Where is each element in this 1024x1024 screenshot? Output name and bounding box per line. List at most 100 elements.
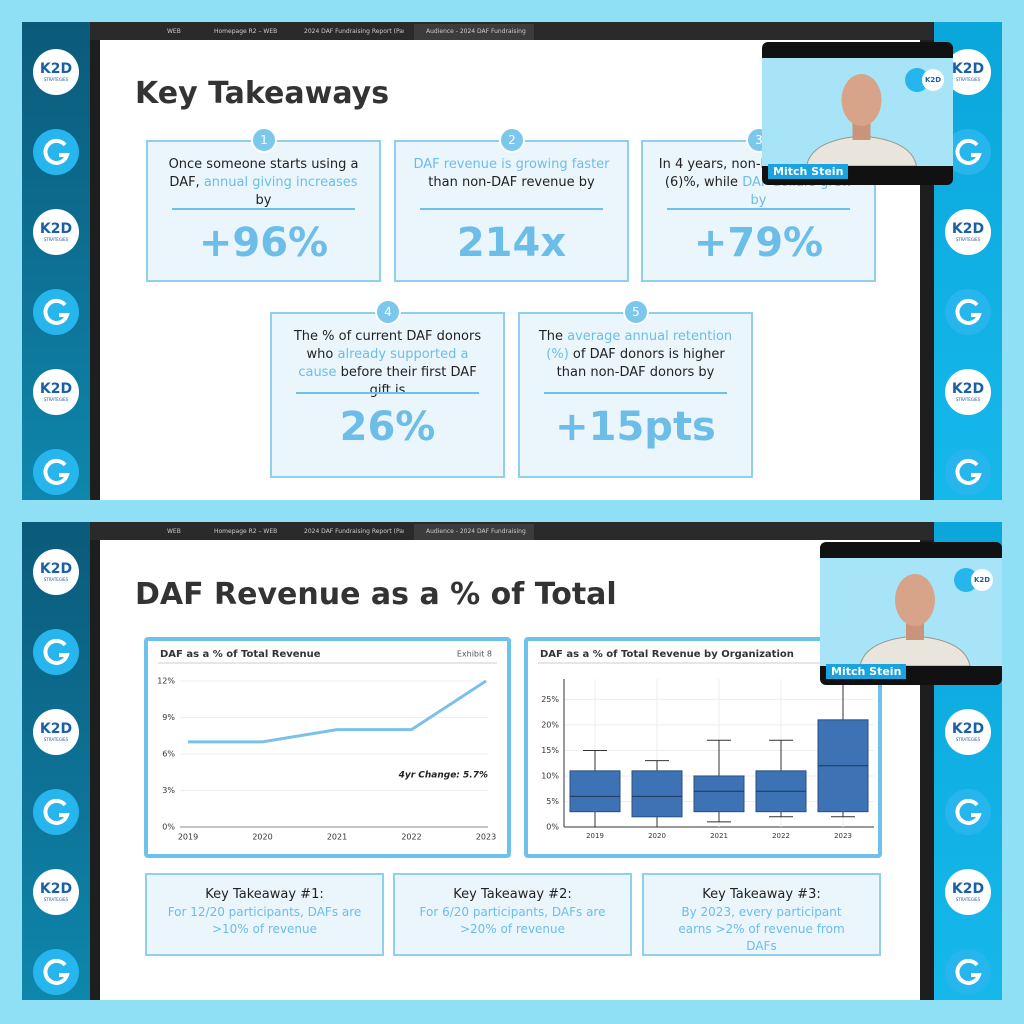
- chart-frame: [144, 637, 511, 858]
- logo-circle: [33, 369, 79, 415]
- x-tick-label: 2019: [586, 832, 604, 840]
- video-logo: [905, 68, 929, 92]
- card-divider: [420, 208, 603, 210]
- box: [631, 770, 683, 818]
- browser-tab[interactable]: 2024 DAF Fundraising Report (Partia: [304, 528, 404, 535]
- icon-arc: [955, 958, 982, 985]
- browser-tab[interactable]: 2024 DAF Fundraising Report (Partia: [304, 28, 404, 35]
- logo: [945, 129, 991, 175]
- icon-circle: [33, 289, 79, 335]
- x-tick-label: 2023: [476, 833, 496, 842]
- logo: [33, 629, 79, 675]
- y-tick-label: 25%: [541, 695, 559, 704]
- icon-arc: [955, 138, 982, 165]
- card-value: 214x: [456, 220, 567, 266]
- browser-tab[interactable]: WEB: [167, 528, 181, 535]
- x-tick-label: 2021: [327, 833, 347, 842]
- logo-text: K2D: [40, 721, 72, 737]
- video-logo-text: K2D: [925, 76, 941, 84]
- chart: DAF as a % of Total Revenue Exhibit 8 0% 3%…: [157, 649, 497, 842]
- browser-tab[interactable]: Homepage R2 – WEB: [214, 528, 278, 535]
- logo-text: K2D: [952, 61, 984, 77]
- browser-tab[interactable]: Audience - 2024 DAF Fundraising: [414, 524, 534, 540]
- logo-subtext: STRATEGIES: [44, 77, 69, 82]
- logo-circle: [33, 49, 79, 95]
- video-logo-text: K2D: [974, 576, 990, 584]
- card-value: +96%: [198, 220, 329, 266]
- logo-subtext: STRATEGIES: [956, 237, 981, 242]
- card-text-part: average annual retention (%): [546, 329, 733, 362]
- card-text-part: by: [255, 193, 272, 208]
- card-text-part: The % of current DAF donors who: [293, 329, 482, 362]
- card-number: 1: [251, 127, 277, 153]
- data-line: [188, 679, 487, 744]
- logo-circle: [33, 869, 79, 915]
- person-head: [841, 74, 882, 126]
- side-strip: [22, 522, 90, 1000]
- logo: [945, 449, 991, 495]
- icon-arc: [43, 958, 70, 985]
- participant-name: Mitch Stein: [768, 164, 849, 179]
- logo-subtext: STRATEGIES: [44, 577, 69, 582]
- card-text: Once someone starts using a DAF, annual …: [162, 156, 365, 210]
- browser-tab[interactable]: Homepage R2 – WEB: [214, 28, 278, 35]
- logo-circle: [945, 709, 991, 755]
- logo-circle: [945, 869, 991, 915]
- y-tick-label: 6%: [162, 750, 175, 759]
- y-tick-label: 3%: [162, 786, 175, 795]
- y-tick-label: 12%: [157, 677, 175, 686]
- icon-circle: [945, 789, 991, 835]
- card-text-part: Once someone starts using a DAF,: [168, 157, 359, 190]
- video-logo-k2d: [971, 569, 993, 591]
- card-text-part: of DAF donors is higher than non-DAF don…: [556, 347, 725, 380]
- logo-text: K2D: [952, 721, 984, 737]
- takeaway-heading: Key Takeaway #3:: [702, 887, 821, 902]
- card-value: 26%: [339, 404, 436, 450]
- x-tick-label: 2020: [648, 832, 666, 840]
- logo: [945, 949, 991, 995]
- logo-text: K2D: [40, 61, 72, 77]
- card-value: +79%: [693, 220, 824, 266]
- card-text-part: than non-DAF revenue by: [428, 175, 595, 190]
- card-number: 2: [499, 127, 525, 153]
- slide-title: DAF Revenue as a % of Total: [135, 577, 617, 612]
- x-tick-label: 2020: [252, 833, 272, 842]
- takeaway-box: [642, 873, 881, 956]
- x-tick-label: 2022: [772, 832, 790, 840]
- chart-title: DAF as a % of Total Revenue by Organizat…: [540, 649, 794, 660]
- browser-tab[interactable]: WEB: [167, 28, 181, 35]
- card-text-part: DAF revenue is growing faster: [413, 157, 610, 172]
- icon-circle: [33, 449, 79, 495]
- annotation: 4yr Change: 5.7%: [398, 771, 488, 781]
- card-text-part: already supported a cause: [298, 347, 469, 380]
- video-feed: K2D: [820, 558, 1002, 666]
- logo-circle: [945, 209, 991, 255]
- logo-text: K2D: [40, 881, 72, 897]
- logo-text: K2D: [952, 221, 984, 237]
- card-divider: [172, 208, 355, 210]
- icon-circle: [33, 129, 79, 175]
- logo-subtext: STRATEGIES: [956, 737, 981, 742]
- browser-tab[interactable]: Audience - 2024 DAF Fundraising: [414, 24, 534, 40]
- takeaway-text: For 12/20 participants, DAFs are >10% of…: [167, 905, 362, 936]
- logo-subtext: STRATEGIES: [44, 237, 69, 242]
- icon-circle: [33, 949, 79, 995]
- icon-arc: [43, 798, 70, 825]
- logo-subtext: STRATEGIES: [44, 737, 69, 742]
- y-tick-label: 15%: [541, 746, 559, 755]
- side-strip: [22, 22, 90, 500]
- icon-arc: [43, 298, 70, 325]
- logo-text: K2D: [952, 381, 984, 397]
- takeaway-box: [393, 873, 632, 956]
- logo: [945, 289, 991, 335]
- video-logo-k2d: [922, 69, 944, 91]
